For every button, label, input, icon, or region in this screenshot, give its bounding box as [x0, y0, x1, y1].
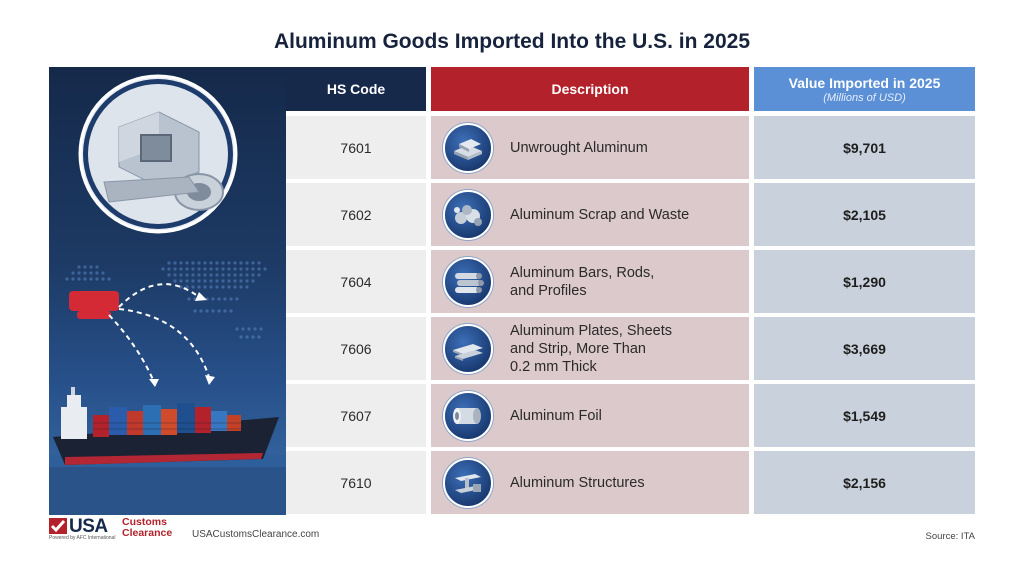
- table-row-value: $1,290: [754, 250, 975, 313]
- description-text: Aluminum Foil: [510, 407, 602, 424]
- logo-powered-by: Powered by AFC International: [49, 535, 116, 541]
- hs-code: 7606: [340, 340, 372, 357]
- page-title: Aluminum Goods Imported Into the U.S. in…: [273, 30, 751, 53]
- aluminum-profiles-icon: [78, 74, 238, 234]
- header-description: Description: [431, 67, 749, 111]
- table-row-value: $3,669: [754, 317, 975, 380]
- table-row-description: Aluminum Structures: [431, 451, 749, 514]
- import-value: $1,290: [843, 273, 886, 290]
- logo-customs-text: Customs Clearance: [122, 516, 173, 539]
- table-row-description: Aluminum Scrap and Waste: [431, 183, 749, 246]
- header-value-label: Value Imported in 2025: [788, 74, 941, 91]
- scrap-pile-icon: [443, 189, 493, 240]
- import-value: $2,105: [843, 206, 886, 223]
- logo-usa-text: USA: [69, 516, 108, 537]
- structure-beam-icon: [443, 457, 493, 508]
- header-description-label: Description: [551, 81, 629, 97]
- ingot-stack-icon: [443, 122, 493, 173]
- import-value: $1,549: [843, 407, 886, 424]
- description-text: Aluminum Structures: [510, 474, 645, 491]
- shipping-route-icon: [108, 283, 210, 383]
- description-text: Unwrought Aluminum: [510, 139, 648, 156]
- table-row-value: $9,701: [754, 116, 975, 179]
- foil-roll-icon: [443, 390, 493, 441]
- description-text: Aluminum Scrap and Waste: [510, 206, 690, 223]
- table-row-value: $2,156: [754, 451, 975, 514]
- usa-map-icon: [69, 291, 119, 319]
- sheets-icon: [443, 323, 493, 374]
- table-row-code: 7601: [286, 116, 426, 179]
- checkmark-icon: [49, 518, 67, 534]
- description-text: Aluminum Plates, Sheets and Strip, More …: [510, 322, 672, 375]
- import-value: $2,156: [843, 474, 886, 491]
- table-row-description: Unwrought Aluminum: [431, 116, 749, 179]
- import-value: $3,669: [843, 340, 886, 357]
- cargo-ship-icon: [53, 387, 279, 465]
- illustration-art: [49, 74, 286, 515]
- table-row-code: 7606: [286, 317, 426, 380]
- hs-code: 7607: [340, 407, 372, 424]
- table-row-value: $1,549: [754, 384, 975, 447]
- source-note: Source: ITA: [925, 531, 975, 542]
- table-row-code: 7607: [286, 384, 426, 447]
- brand-logo[interactable]: USA Customs Clearance Powered by AFC Inte…: [49, 516, 189, 543]
- header-value-subtitle: (Millions of USD): [823, 91, 906, 104]
- header-value: Value Imported in 2025 (Millions of USD): [754, 67, 975, 111]
- table-row-description: Aluminum Foil: [431, 384, 749, 447]
- header-hs-code: HS Code: [286, 67, 426, 111]
- table-row-value: $2,105: [754, 183, 975, 246]
- table-row-code: 7602: [286, 183, 426, 246]
- import-value: $9,701: [843, 139, 886, 156]
- hs-code: 7604: [340, 273, 372, 290]
- world-map-icon: [65, 261, 267, 339]
- website-link[interactable]: USACustomsClearance.com: [192, 529, 320, 540]
- hs-code: 7601: [340, 139, 372, 156]
- hs-code: 7610: [340, 474, 372, 491]
- table-row-description: Aluminum Bars, Rods, and Profiles: [431, 250, 749, 313]
- header-hs-code-label: HS Code: [326, 81, 386, 97]
- illustration-panel: [49, 67, 286, 515]
- table-row-code: 7610: [286, 451, 426, 514]
- rods-icon: [443, 256, 493, 307]
- table-row-code: 7604: [286, 250, 426, 313]
- table-row-description: Aluminum Plates, Sheets and Strip, More …: [431, 317, 749, 380]
- description-text: Aluminum Bars, Rods, and Profiles: [510, 264, 655, 299]
- hs-code: 7602: [340, 206, 372, 223]
